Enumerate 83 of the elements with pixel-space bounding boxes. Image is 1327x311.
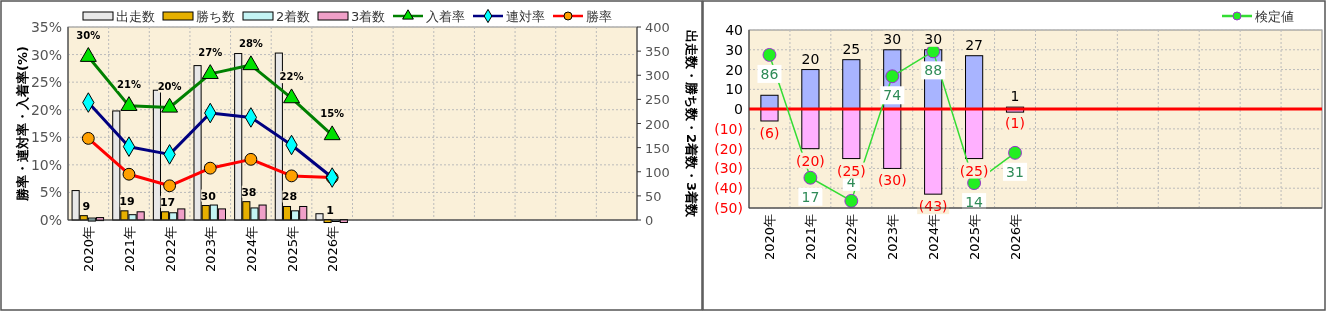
- data-label: 20%: [157, 80, 182, 92]
- y2-axis-title: 出走数・勝ち数・2着数・3着数: [684, 29, 699, 219]
- y-tick-label: 30: [725, 41, 743, 58]
- data-label: 27%: [198, 46, 223, 58]
- data-label: 86: [760, 65, 779, 82]
- x-tick-label: 2025年: [967, 214, 983, 261]
- y-tick-label: 10: [725, 81, 743, 98]
- y-tick-label: 20%: [30, 101, 62, 118]
- legend-label: 検定値: [1255, 9, 1294, 24]
- data-label: (20): [796, 152, 825, 169]
- legend-label: 勝ち数: [196, 9, 235, 24]
- data-label: 31: [1006, 163, 1024, 180]
- x-tick-label: 2021年: [803, 214, 819, 261]
- y-tick-label: 20: [725, 61, 743, 78]
- data-label: 28: [281, 190, 298, 204]
- y-tick-label: 35%: [30, 19, 62, 35]
- y-tick-label: (30): [714, 160, 743, 177]
- data-label: (6): [759, 124, 780, 141]
- legend-label: 出走数: [116, 9, 155, 24]
- data-label: (25): [959, 162, 989, 179]
- x-tick-label: 2020年: [81, 226, 97, 273]
- data-label: 20: [801, 50, 820, 67]
- data-label: 88: [924, 62, 943, 79]
- y-tick-label: 0: [734, 101, 743, 118]
- data-label: 74: [883, 87, 902, 104]
- y2-tick-label: 350: [645, 44, 670, 60]
- x-tick-label: 2025年: [284, 226, 300, 273]
- y-tick-label: 10%: [30, 156, 62, 173]
- x-tick-label: 2026年: [325, 226, 341, 273]
- data-label: 27: [965, 36, 984, 53]
- data-label: 21%: [117, 78, 141, 90]
- data-label: 14: [965, 194, 984, 211]
- data-label: 38: [241, 185, 257, 199]
- y-tick-label: 25%: [30, 74, 62, 91]
- x-tick-label: 2024年: [926, 214, 942, 261]
- y2-tick-label: 50: [645, 188, 662, 204]
- x-tick-label: 2022年: [162, 226, 178, 273]
- y-tick-label: (40): [714, 180, 743, 197]
- data-label: (1): [1005, 115, 1025, 132]
- data-label: 30: [883, 30, 902, 47]
- y-tick-label: 40: [725, 22, 743, 38]
- data-label: 17: [801, 188, 820, 205]
- y-tick-label: (50): [714, 200, 743, 216]
- y2-tick-label: 200: [645, 116, 670, 132]
- x-tick-label: 2026年: [1008, 214, 1024, 261]
- data-label: 15%: [320, 108, 345, 120]
- legend-label: 勝率: [586, 9, 612, 24]
- y2-tick-label: 250: [645, 92, 670, 108]
- data-label: (43): [918, 198, 948, 215]
- data-label: 1: [326, 203, 334, 217]
- y-tick-label: 15%: [30, 129, 62, 146]
- y2-tick-label: 0: [645, 213, 654, 228]
- data-label: 22%: [279, 71, 304, 83]
- y-tick-label: 30%: [30, 46, 62, 63]
- data-label: 9: [82, 199, 91, 213]
- data-label: (30): [877, 172, 907, 189]
- y-tick-label: (20): [714, 140, 743, 157]
- data-label: 28%: [238, 38, 263, 50]
- data-label: 30: [200, 189, 217, 203]
- y-axis-title: 勝率・連対率・入着率(%): [15, 46, 30, 202]
- legend-label: 3着数: [351, 9, 386, 24]
- data-label: 30%: [76, 29, 101, 41]
- data-label: 25: [842, 40, 861, 57]
- data-label: 17: [159, 195, 176, 209]
- x-tick-label: 2021年: [121, 226, 137, 273]
- y2-tick-label: 150: [645, 140, 670, 156]
- x-tick-label: 2022年: [844, 214, 860, 261]
- data-label: 1: [1010, 88, 1020, 105]
- data-label: 30: [924, 30, 943, 47]
- y-tick-label: (10): [714, 120, 743, 137]
- x-tick-label: 2020年: [762, 214, 778, 261]
- x-tick-label: 2024年: [243, 226, 259, 273]
- legend-label: 連対率: [506, 9, 545, 24]
- y2-tick-label: 100: [645, 164, 670, 180]
- y2-tick-label: 300: [645, 68, 670, 84]
- x-tick-label: 2023年: [203, 226, 219, 273]
- legend-label: 入着率: [426, 9, 465, 24]
- legend-label: 2着数: [276, 9, 311, 24]
- y2-tick-label: 400: [645, 20, 670, 35]
- x-tick-label: 2023年: [885, 214, 901, 261]
- data-label: 19: [119, 194, 135, 208]
- y-tick-label: 0%: [39, 212, 62, 228]
- y-tick-label: 5%: [39, 184, 62, 201]
